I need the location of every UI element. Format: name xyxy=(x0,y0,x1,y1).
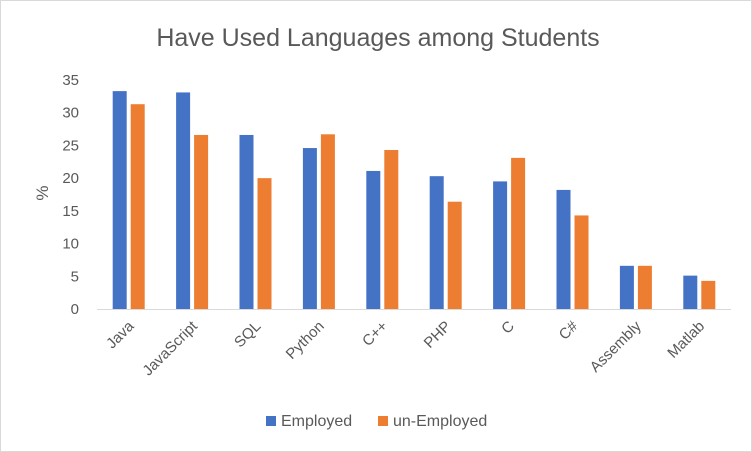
x-tick-label: C# xyxy=(556,317,582,343)
bar-un-employed-7 xyxy=(574,215,589,309)
y-axis-ticks: 0 5 10 15 20 25 30 35 xyxy=(62,72,79,318)
y-tick-label: 0 xyxy=(71,301,79,318)
y-tick-label: 35 xyxy=(62,72,79,89)
bars xyxy=(112,91,716,309)
legend: Employed un-Employed xyxy=(266,413,487,430)
bar-un-employed-0 xyxy=(130,104,145,309)
y-tick-label: 30 xyxy=(62,105,79,122)
bar-un-employed-2 xyxy=(257,178,272,309)
legend-swatch xyxy=(266,416,276,426)
legend-item-un-employed: un-Employed xyxy=(378,413,487,430)
chart-title: Have Used Languages among Students xyxy=(156,24,599,52)
bar-employed-9 xyxy=(683,275,698,309)
legend-item-employed: Employed xyxy=(266,413,352,430)
bar-employed-2 xyxy=(239,134,254,309)
bar-un-employed-6 xyxy=(511,157,526,309)
bar-un-employed-1 xyxy=(194,134,209,309)
x-axis-ticks: Java JavaScript SQL Python C++ PHP C C# Assembly… xyxy=(103,317,708,379)
x-tick-label: PHP xyxy=(421,318,455,352)
bar-employed-5 xyxy=(429,176,444,309)
y-tick-label: 20 xyxy=(62,170,79,187)
x-tick-label: JavaScript xyxy=(139,317,201,379)
x-tick-label: Assembly xyxy=(587,317,645,375)
x-tick-label: C xyxy=(498,318,518,338)
bar-un-employed-8 xyxy=(637,265,652,309)
y-axis-title: % xyxy=(33,185,52,200)
y-tick-label: 25 xyxy=(62,137,79,154)
y-tick-label: 5 xyxy=(71,268,79,285)
bar-employed-8 xyxy=(619,265,634,309)
bar-employed-6 xyxy=(493,181,508,309)
bar-employed-7 xyxy=(556,189,571,309)
bar-employed-3 xyxy=(302,148,317,309)
x-tick-label: SQL xyxy=(231,318,264,351)
bar-employed-0 xyxy=(112,91,127,309)
bar-un-employed-4 xyxy=(384,150,399,309)
x-tick-label: Matlab xyxy=(664,318,708,362)
bar-employed-1 xyxy=(176,92,191,309)
x-tick-label: C++ xyxy=(359,318,391,350)
bar-un-employed-9 xyxy=(701,280,716,309)
legend-label: Employed xyxy=(281,413,352,430)
x-tick-label: Java xyxy=(103,317,138,352)
legend-swatch xyxy=(378,416,388,426)
legend-label: un-Employed xyxy=(393,413,487,430)
x-tick-label: Python xyxy=(283,318,328,363)
bar-un-employed-5 xyxy=(447,201,462,309)
bar-un-employed-3 xyxy=(320,134,335,309)
y-tick-label: 10 xyxy=(62,236,79,253)
y-tick-label: 15 xyxy=(62,203,79,220)
bar-employed-4 xyxy=(366,170,381,309)
